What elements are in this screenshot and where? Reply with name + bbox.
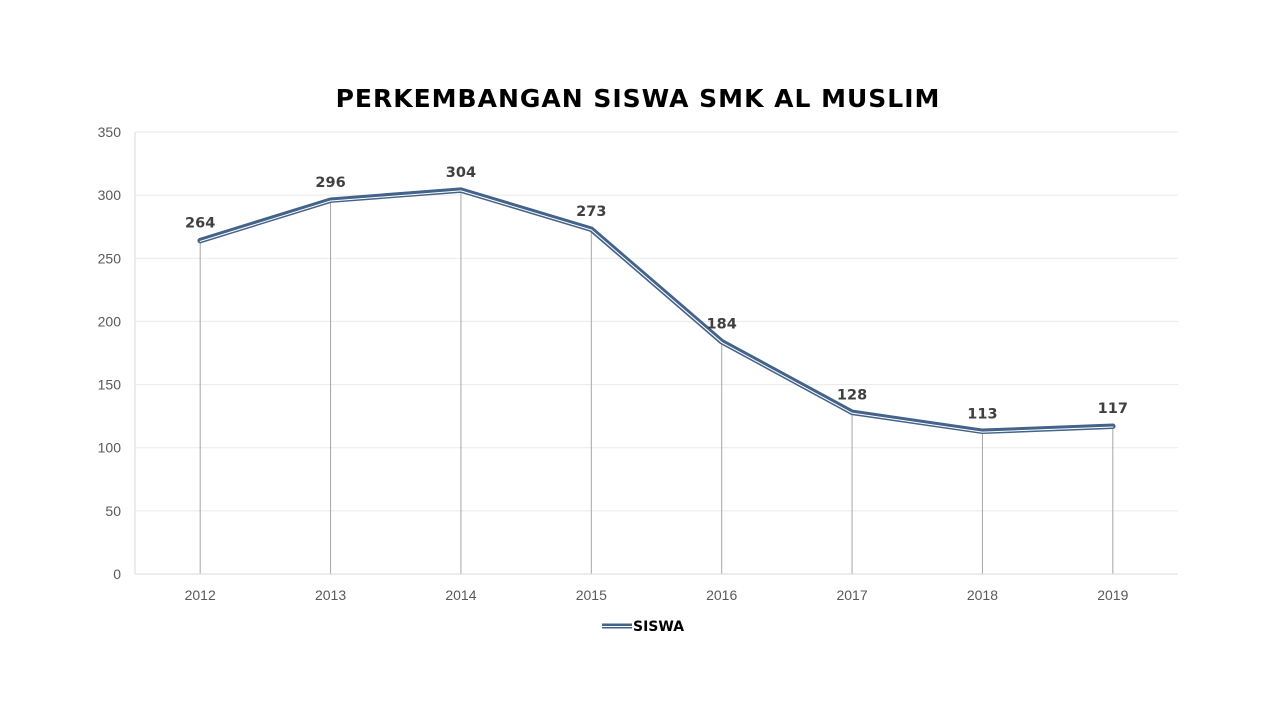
data-label: 296 — [315, 175, 345, 191]
y-tick-label: 200 — [98, 313, 122, 329]
x-axis-ticks: 2012 2013 2014 2015 2016 2017 2018 2019 — [185, 587, 1129, 603]
drop-lines — [199, 190, 1114, 574]
data-label: 273 — [576, 204, 606, 220]
legend: SISWA — [602, 619, 684, 635]
y-tick-label: 300 — [98, 187, 122, 203]
data-label: 304 — [446, 165, 476, 181]
y-tick-label: 350 — [98, 124, 122, 140]
series-line-highlight — [199, 190, 1114, 433]
legend-label: SISWA — [633, 619, 684, 635]
data-labels: 264 296 304 273 184 128 113 117 — [185, 165, 1128, 422]
x-tick-label: 2018 — [967, 587, 998, 603]
y-tick-label: 150 — [98, 377, 122, 393]
y-axis-ticks: 0 50 100 150 200 250 300 350 — [98, 124, 122, 582]
y-tick-label: 50 — [105, 503, 121, 519]
y-tick-label: 0 — [113, 566, 121, 582]
axes — [134, 132, 1178, 575]
data-label: 264 — [185, 216, 215, 232]
x-tick-label: 2019 — [1097, 587, 1128, 603]
x-tick-label: 2015 — [576, 587, 607, 603]
x-tick-label: 2012 — [185, 587, 216, 603]
y-tick-label: 250 — [98, 250, 122, 266]
data-label: 113 — [967, 406, 997, 422]
data-label: 128 — [837, 387, 867, 403]
gridlines — [135, 131, 1178, 512]
x-tick-label: 2013 — [315, 587, 346, 603]
x-tick-label: 2017 — [836, 587, 867, 603]
series-lines — [197, 187, 1116, 435]
x-tick-label: 2016 — [706, 587, 737, 603]
data-label: 117 — [1098, 401, 1128, 417]
y-tick-label: 100 — [98, 440, 122, 456]
series-line-siswa — [197, 187, 1116, 435]
chart-title: PERKEMBANGAN SISWA SMK AL MUSLIM — [336, 84, 941, 113]
x-tick-label: 2014 — [445, 587, 476, 603]
data-label: 184 — [707, 317, 737, 333]
